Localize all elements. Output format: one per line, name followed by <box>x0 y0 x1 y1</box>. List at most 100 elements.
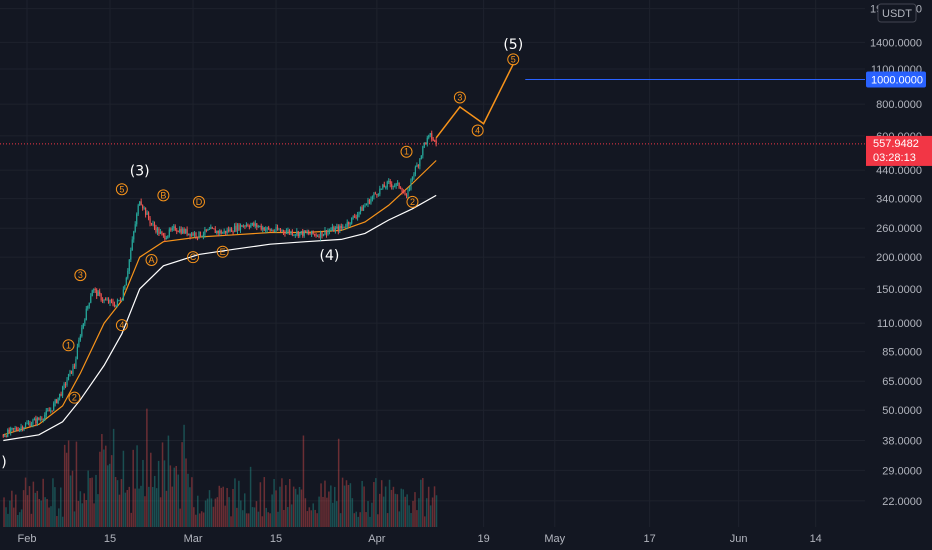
candle-body <box>287 230 289 232</box>
volume-bar <box>187 473 189 527</box>
candle-body <box>356 214 359 218</box>
y-tick-label: 440.0000 <box>876 165 922 177</box>
volume-bar <box>159 497 162 527</box>
currency-badge[interactable]: USDT <box>877 3 917 23</box>
volume-bar <box>341 477 344 527</box>
candle-body <box>416 165 418 167</box>
volume-bar <box>50 506 52 527</box>
candle-body <box>297 231 299 237</box>
candle-body <box>152 223 154 225</box>
wave-label-circle <box>507 53 520 66</box>
volume-bar <box>431 497 434 527</box>
candle-body <box>355 217 357 218</box>
volume-bar <box>335 501 338 527</box>
candle-body <box>136 214 138 225</box>
volume-bar <box>243 493 246 527</box>
volume-bar <box>298 486 301 527</box>
candle-body <box>265 229 267 231</box>
volume-bar <box>118 494 121 527</box>
candle-body <box>82 323 84 328</box>
volume-bar <box>85 499 87 527</box>
wave-projection-line[interactable] <box>435 63 514 139</box>
volume-bar <box>343 485 346 527</box>
candle-body <box>17 429 19 431</box>
candle-body <box>5 435 7 437</box>
volume-bar <box>369 516 371 527</box>
volume-bar <box>161 442 164 527</box>
candle-body <box>222 232 224 234</box>
candle-body <box>305 230 307 233</box>
volume-bar <box>302 435 305 527</box>
candle-body <box>196 236 199 238</box>
volume-bar <box>87 470 89 527</box>
y-tick-label: 85.0000 <box>882 347 922 359</box>
candle-body <box>103 299 105 301</box>
candle-body <box>260 225 262 230</box>
x-tick-label: Apr <box>368 533 385 545</box>
volume-bar <box>324 480 326 527</box>
volume-bar <box>28 486 31 527</box>
volume-bar <box>306 511 309 527</box>
candle-body <box>202 234 205 237</box>
candle-body <box>201 236 203 237</box>
volume-bar <box>48 507 50 527</box>
wave-label-circle <box>216 245 229 258</box>
volume-bar <box>60 487 62 527</box>
wave-label: D <box>196 197 203 207</box>
candle-body <box>78 340 80 347</box>
wave-label-circle <box>62 339 75 352</box>
candle-body <box>44 414 46 420</box>
volume-bar <box>136 445 138 527</box>
candle-body <box>42 419 44 420</box>
wave-label-circle <box>400 145 413 158</box>
volume-bar <box>279 486 281 527</box>
candle-body <box>50 410 52 412</box>
candle-body <box>130 250 132 260</box>
volume-bar <box>132 449 134 527</box>
volume-bar <box>181 442 183 527</box>
volume-bar <box>416 510 418 527</box>
volume-bar <box>412 500 414 527</box>
wave-label-circle <box>74 269 87 282</box>
candle-body <box>48 410 50 412</box>
candle-body <box>106 299 108 301</box>
candle-body <box>291 231 293 236</box>
candle-body <box>343 226 345 228</box>
volume-bar <box>38 498 41 527</box>
candle-body <box>122 289 124 300</box>
volume-bar <box>267 512 269 527</box>
candle-body <box>81 327 83 337</box>
candle-body <box>275 227 277 232</box>
candle-body <box>312 230 314 235</box>
volume-bar <box>312 503 314 527</box>
volume-bar <box>22 490 25 527</box>
candle-body <box>386 181 388 188</box>
candle-body <box>408 189 411 191</box>
candle-body <box>402 192 405 194</box>
candle-body <box>70 370 73 374</box>
candle-body <box>248 226 250 228</box>
candle-body <box>315 234 317 237</box>
time-axis[interactable]: Feb 15 Mar 15 Apr 19 May 17 Jun 14 <box>18 533 822 545</box>
candle-body <box>398 182 400 188</box>
candle-body <box>47 410 49 412</box>
candle-body <box>96 289 98 296</box>
candle-body <box>351 217 353 224</box>
volume-bar <box>175 465 177 527</box>
volume-bar <box>257 511 260 527</box>
volume-bar <box>106 465 109 527</box>
volume-bar <box>140 485 142 527</box>
volume-bar <box>177 474 179 527</box>
volume-bar <box>58 508 60 527</box>
volume-bar <box>99 451 101 527</box>
volume-bar <box>435 495 438 527</box>
candle-body <box>309 233 311 235</box>
volume-bar <box>414 492 416 527</box>
volume-bar <box>318 496 320 527</box>
volume-bar <box>195 514 197 527</box>
candle-body <box>322 234 325 237</box>
candle-body <box>133 231 135 240</box>
volume-bar <box>433 486 436 527</box>
last-price-label: 557.9482 <box>873 138 919 150</box>
